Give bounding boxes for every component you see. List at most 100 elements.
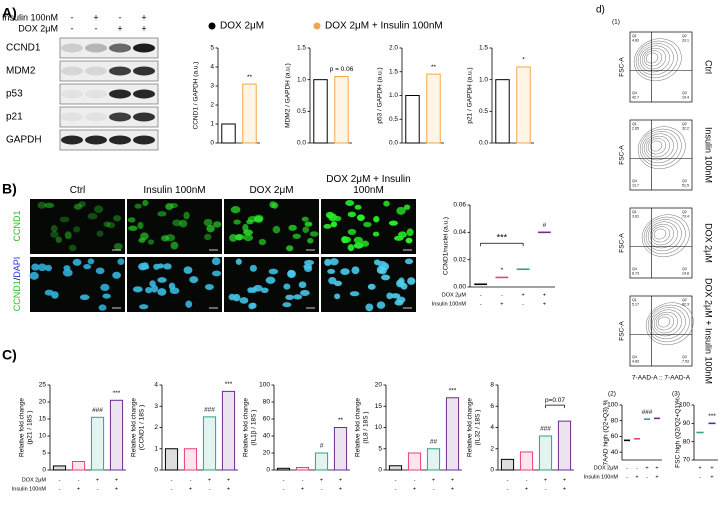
condition-sign: +	[563, 477, 566, 483]
quadrant-value: 42.7	[632, 95, 639, 99]
nucleus	[147, 239, 155, 245]
bar	[221, 123, 236, 144]
blot-band	[85, 112, 107, 122]
flow-plot-frame	[629, 295, 693, 367]
bar	[333, 427, 348, 471]
condition-sign: +	[525, 486, 528, 492]
nucleus	[44, 202, 55, 209]
nucleus	[233, 219, 241, 225]
nucleus	[161, 235, 170, 242]
blot-band	[109, 43, 131, 53]
quadrant-name: Q1	[632, 298, 637, 302]
contour	[649, 307, 686, 340]
y-axis-label: CCND1 / GAPDH (a.u.)	[193, 62, 200, 130]
nucleus	[365, 303, 374, 312]
nucleus	[282, 302, 292, 308]
y-axis-label: Relative fold change	[355, 398, 362, 457]
y-tick-label: 10	[375, 424, 383, 431]
nucleus	[383, 200, 390, 207]
nucleus	[157, 211, 167, 217]
nucleus	[55, 236, 62, 243]
bar	[334, 76, 349, 144]
bar	[405, 95, 420, 144]
nucleus	[212, 270, 222, 277]
nucleus	[151, 284, 159, 293]
nucleus	[87, 213, 98, 220]
sub-label: (1)	[612, 19, 620, 26]
blot-band	[85, 66, 107, 76]
condition-sign: -	[626, 465, 628, 471]
bracket	[480, 242, 524, 247]
nucleus	[329, 258, 339, 266]
y-axis-label: (CCND1 / 18S )	[139, 405, 146, 451]
sample-label: DOX 2μM + Insulin 100nM	[704, 278, 714, 384]
nucleus	[100, 283, 110, 292]
bar	[242, 83, 257, 144]
nucleus	[396, 206, 406, 215]
condition-sign: +	[413, 486, 416, 492]
significance: *	[501, 267, 504, 274]
column-label: DOX 2μM + Insulin 100nM	[326, 174, 411, 196]
condition-sign: -	[507, 477, 509, 483]
condition-sign: -	[636, 465, 638, 471]
nucleus	[292, 233, 301, 239]
nucleus	[142, 199, 149, 207]
nucleus	[96, 230, 104, 237]
blot-condition-label: Insulin 100nM	[2, 12, 58, 22]
nucleus	[183, 266, 193, 274]
nucleus	[298, 281, 307, 289]
bar	[71, 461, 86, 471]
nucleus	[265, 276, 276, 284]
blot-band	[61, 135, 83, 145]
nucleus	[405, 237, 413, 244]
contour	[639, 45, 670, 73]
y-tick-label: 100	[679, 402, 690, 409]
condition-sign: -	[395, 486, 397, 492]
condition-label: Insulin 100nM	[12, 486, 47, 492]
quadrant-name: Q4	[632, 355, 637, 359]
nucleus	[31, 263, 40, 271]
nucleus	[134, 203, 142, 209]
blot-row-label: CCND1	[6, 43, 41, 54]
nucleus	[113, 243, 123, 251]
condition-label: DOX 2μM	[442, 292, 467, 298]
contour	[647, 304, 690, 343]
contour	[637, 126, 686, 170]
contour	[641, 47, 666, 70]
contour	[645, 302, 694, 346]
condition-sign: -	[302, 477, 304, 483]
contour	[651, 226, 671, 243]
quadrant-value: 4.83	[632, 38, 639, 42]
significance: #	[320, 443, 324, 450]
column-label: DOX 2μM	[249, 185, 294, 196]
condition-sign: +	[710, 474, 713, 480]
nucleus	[354, 204, 362, 210]
y-axis-label: Relative fold change	[131, 398, 138, 457]
blot-sign: -	[95, 23, 98, 33]
y-axis-label: FSC-A	[619, 321, 626, 341]
contour	[647, 221, 678, 249]
nucleus	[102, 293, 111, 299]
bar	[164, 448, 179, 471]
quadrant-value: 51.5	[682, 183, 689, 187]
nucleus	[353, 236, 363, 244]
legend-label: DOX 2μM + Insulin 100nM	[325, 21, 443, 32]
quadrant-name: Q2	[682, 122, 687, 126]
blot-band	[61, 43, 83, 53]
nucleus	[83, 263, 92, 270]
bar	[445, 397, 460, 471]
blot-band	[85, 89, 107, 99]
contour	[647, 138, 667, 155]
condition-label: Insulin 100nM	[584, 474, 619, 480]
significance: ###	[92, 407, 103, 414]
condition-sign: -	[283, 486, 285, 492]
condition-sign: -	[699, 474, 701, 480]
y-tick-label: 0	[378, 467, 382, 474]
flow-plot-frame	[629, 119, 693, 191]
nucleus	[204, 233, 212, 241]
y-tick-label: 80	[683, 438, 691, 445]
condition-sign: -	[507, 486, 509, 492]
y-tick-label: 2	[210, 102, 214, 109]
nucleus	[258, 238, 267, 246]
nucleus	[37, 263, 47, 272]
